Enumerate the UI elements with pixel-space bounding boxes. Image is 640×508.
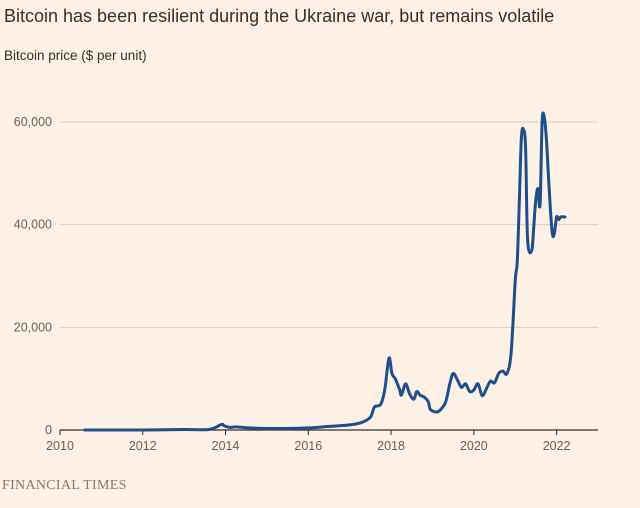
y-tick-labels: 0 20,000 40,000 60,000 xyxy=(14,115,52,437)
gridlines xyxy=(60,121,598,431)
y-tick-label: 60,000 xyxy=(14,115,52,129)
x-tick-label: 2018 xyxy=(377,439,405,453)
y-axis-label: Bitcoin price ($ per unit) xyxy=(4,48,147,63)
x-tick-label: 2010 xyxy=(46,439,74,453)
chart-title: Bitcoin has been resilient during the Uk… xyxy=(4,6,555,26)
y-tick-label: 20,000 xyxy=(14,320,52,334)
y-tick-label: 40,000 xyxy=(14,218,52,232)
x-tick-labels: 2010 2012 2014 2016 2018 2020 2022 xyxy=(46,430,571,453)
y-tick-label: 0 xyxy=(45,423,52,437)
x-tick-label: 2020 xyxy=(460,439,488,453)
source-logo: FINANCIAL TIMES xyxy=(2,478,127,493)
x-tick-label: 2014 xyxy=(212,439,240,453)
x-tick-label: 2012 xyxy=(129,439,157,453)
x-tick-label: 2022 xyxy=(543,439,571,453)
x-tick-label: 2016 xyxy=(294,439,322,453)
bitcoin-price-line xyxy=(83,111,567,432)
